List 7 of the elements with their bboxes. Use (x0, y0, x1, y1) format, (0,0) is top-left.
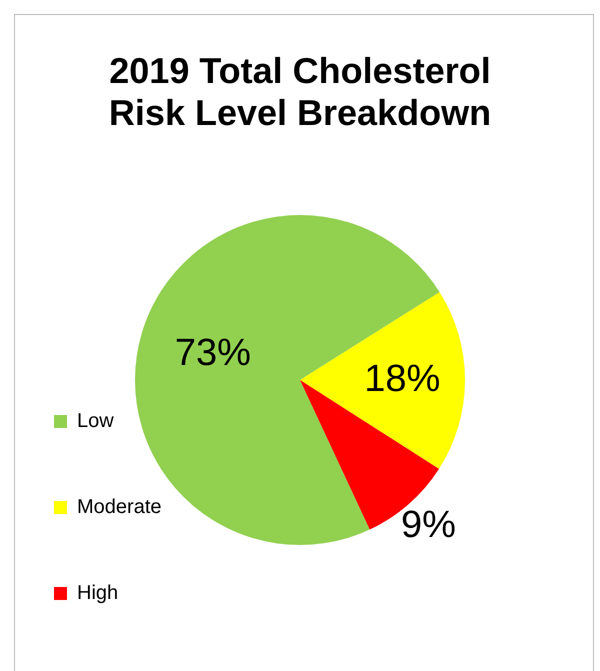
legend-label: High (77, 582, 118, 604)
legend-label: Moderate (77, 496, 162, 518)
data-label: 18% (364, 358, 440, 400)
data-label: 9% (400, 504, 456, 546)
data-label: 73% (174, 332, 251, 374)
legend-label: Low (77, 410, 114, 432)
chart-title: 2019 Total Cholesterol Risk Level Breakdown (108, 50, 492, 134)
